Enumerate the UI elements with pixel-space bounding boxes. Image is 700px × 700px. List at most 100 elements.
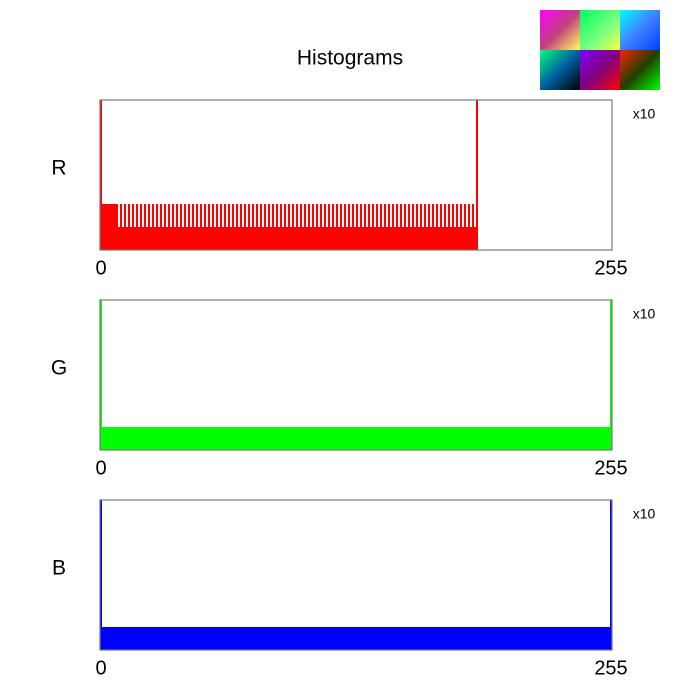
histogram-bin xyxy=(172,426,175,450)
histogram-bin xyxy=(462,426,465,450)
histogram-bin xyxy=(206,426,209,450)
histogram-bin xyxy=(244,626,247,650)
histogram-bin xyxy=(220,203,223,250)
plot-frame xyxy=(99,99,613,251)
histogram-bin xyxy=(292,426,295,450)
histogram-bin xyxy=(514,426,517,450)
histogram-bin xyxy=(286,226,289,250)
histogram-bin xyxy=(254,626,257,650)
histogram-bin xyxy=(332,203,335,250)
histogram-bin xyxy=(124,203,127,250)
histogram-bin xyxy=(452,203,455,250)
histogram-bin xyxy=(536,626,539,650)
histogram-bin xyxy=(472,203,475,250)
histogram-bin xyxy=(166,426,169,450)
histogram-bin xyxy=(116,626,119,650)
histogram-bin xyxy=(342,226,345,250)
histogram-bin xyxy=(246,226,249,250)
histogram-bin xyxy=(318,626,321,650)
histogram-bin xyxy=(118,226,121,250)
histogram-bin xyxy=(250,226,253,250)
histogram-bin xyxy=(262,226,265,250)
histogram-bin xyxy=(202,426,205,450)
histogram-bin xyxy=(232,203,235,250)
histogram-bin xyxy=(380,426,383,450)
histogram-bin xyxy=(148,626,151,650)
histogram-bin xyxy=(430,226,433,250)
histogram-bin xyxy=(290,426,293,450)
histogram-bin xyxy=(228,203,231,250)
histogram-bin xyxy=(222,426,225,450)
histogram-bin xyxy=(196,426,199,450)
histogram-bin xyxy=(332,626,335,650)
histogram-bin xyxy=(158,626,161,650)
histogram-bin xyxy=(246,626,249,650)
histogram-bin xyxy=(334,626,337,650)
histogram-bin xyxy=(324,203,327,250)
histogram-bin xyxy=(276,626,279,650)
histogram-bin xyxy=(322,426,325,450)
histogram-bin xyxy=(350,626,353,650)
histogram-bin xyxy=(340,426,343,450)
histogram-bin xyxy=(520,426,523,450)
histogram-bin xyxy=(256,203,259,250)
histogram-bin xyxy=(274,626,277,650)
histogram-bin xyxy=(420,426,423,450)
histogram-bin xyxy=(550,426,553,450)
histogram-bin xyxy=(384,203,387,250)
histogram-bin xyxy=(412,203,415,250)
histogram-bin xyxy=(542,426,545,450)
histogram-bin xyxy=(426,226,429,250)
histogram-bin xyxy=(290,626,293,650)
histogram-bin xyxy=(174,226,177,250)
histogram-bin xyxy=(570,426,573,450)
histogram-bin xyxy=(328,203,331,250)
histogram-bin xyxy=(326,426,329,450)
histogram-bin xyxy=(248,626,251,650)
histogram-bin xyxy=(150,626,153,650)
histogram-bin xyxy=(268,426,271,450)
histogram-bin xyxy=(526,426,529,450)
histogram-bin xyxy=(198,626,201,650)
histogram-bin xyxy=(454,226,457,250)
histogram-bin xyxy=(168,203,171,250)
histogram-bin xyxy=(284,426,287,450)
histogram-bin xyxy=(114,626,117,650)
histogram-bin xyxy=(500,426,503,450)
histogram-bin xyxy=(272,203,275,250)
histogram-bin xyxy=(168,626,171,650)
histogram-bin xyxy=(422,226,425,250)
histogram-bin xyxy=(154,626,157,650)
histogram-bin xyxy=(116,203,119,250)
histogram-bin xyxy=(352,426,355,450)
histogram-bin xyxy=(368,426,371,450)
histogram-bin xyxy=(228,626,231,650)
histogram-bin xyxy=(476,626,479,650)
histogram-bin xyxy=(166,226,169,250)
histogram-bin xyxy=(156,426,159,450)
histogram-bin xyxy=(474,626,477,650)
histogram-bin xyxy=(580,426,583,450)
histogram-bin xyxy=(566,626,569,650)
histogram-bin xyxy=(294,626,297,650)
histogram-bin xyxy=(596,426,599,450)
histogram-bin xyxy=(330,226,333,250)
histogram-bin xyxy=(518,426,521,450)
histogram-bin xyxy=(134,626,137,650)
histogram-bin xyxy=(280,626,283,650)
histogram-bin xyxy=(492,626,495,650)
histogram-bin xyxy=(190,426,193,450)
histogram-bin xyxy=(568,626,571,650)
histogram-bin xyxy=(534,626,537,650)
histogram-bin xyxy=(376,426,379,450)
histogram-bin xyxy=(462,626,465,650)
channel-label: B xyxy=(52,557,66,580)
histogram-bin xyxy=(408,426,411,450)
histogram-bin xyxy=(600,626,603,650)
histogram-bin xyxy=(140,203,143,250)
histogram-bin xyxy=(146,626,149,650)
histogram-bin xyxy=(564,426,567,450)
histogram-bin xyxy=(400,203,403,250)
